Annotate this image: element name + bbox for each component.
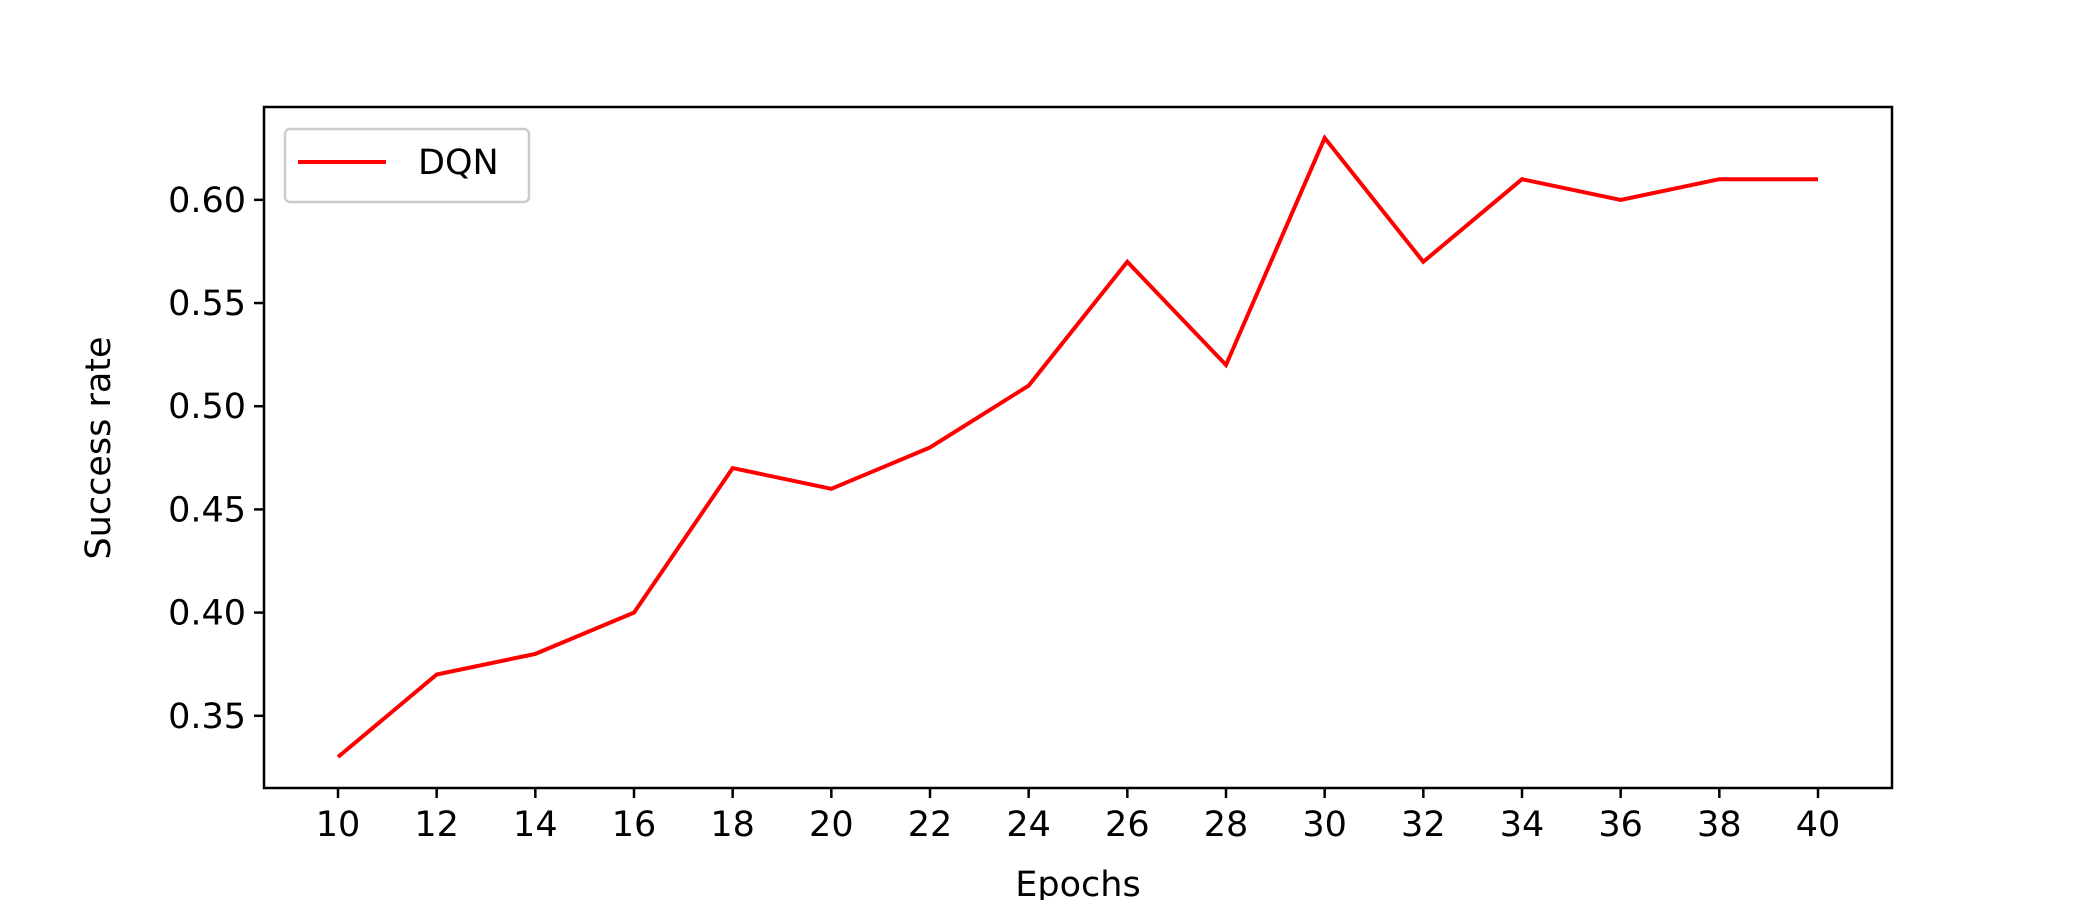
x-axis-label: Epochs <box>1015 865 1140 900</box>
x-tick-label: 32 <box>1401 805 1446 845</box>
x-tick-label: 10 <box>316 805 361 845</box>
x-tick-label: 26 <box>1105 805 1150 845</box>
x-tick-label: 40 <box>1796 805 1841 845</box>
x-tick-label: 14 <box>513 805 558 845</box>
plot-frame <box>262 105 1894 790</box>
x-tick-label: 12 <box>414 805 459 845</box>
x-tick-label: 24 <box>1006 805 1051 845</box>
legend-label: DQN <box>418 143 499 183</box>
y-tick-label: 0.50 <box>168 387 246 427</box>
x-tick-label: 22 <box>908 805 953 845</box>
x-tick-label: 34 <box>1500 805 1545 845</box>
x-tick-label: 28 <box>1204 805 1249 845</box>
y-tick-label: 0.45 <box>168 490 246 530</box>
x-tick-label: 38 <box>1697 805 1742 845</box>
plot-area <box>336 134 1818 759</box>
x-axis: 10 12 14 16 18 20 22 24 26 28 30 32 34 36 38 40 <box>316 788 1841 845</box>
y-axis-label: Success rate <box>79 336 119 559</box>
x-tick-label: 20 <box>809 805 854 845</box>
legend-box <box>283 127 531 204</box>
x-tick-label: 36 <box>1598 805 1643 845</box>
y-tick-label: 0.40 <box>168 594 246 634</box>
series-line-dqn <box>336 134 1818 759</box>
y-tick-label: 0.60 <box>168 181 246 221</box>
x-tick-label: 30 <box>1302 805 1347 845</box>
y-tick-label: 0.55 <box>168 284 246 324</box>
x-tick-label: 16 <box>612 805 657 845</box>
x-tick-label: 18 <box>710 805 755 845</box>
legend: DQN <box>283 127 531 204</box>
y-tick-label: 0.35 <box>168 697 246 737</box>
y-axis: 0.35 0.40 0.45 0.50 0.55 0.60 <box>168 181 264 737</box>
